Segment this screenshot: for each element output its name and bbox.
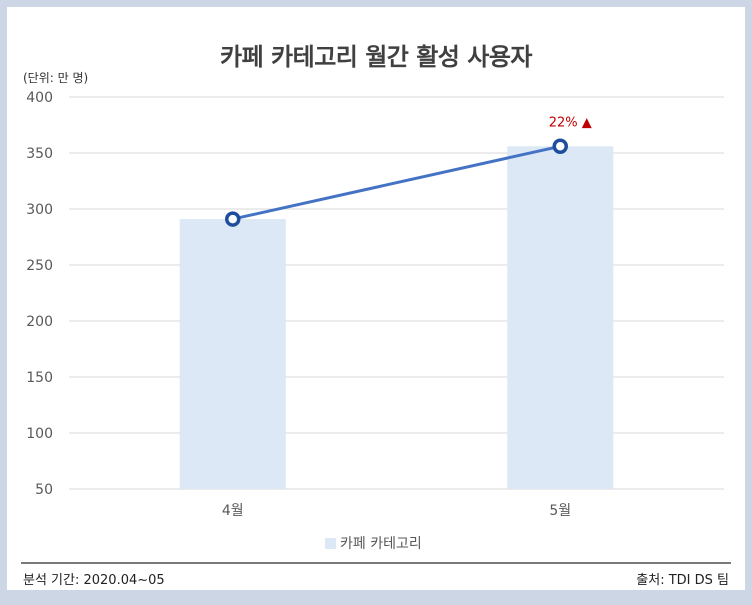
legend-swatch <box>325 537 336 549</box>
chart-card: 카페 카테고리 월간 활성 사용자 (단위: 만 명) 50 100 150 200 2… <box>7 7 745 590</box>
line-point <box>552 138 568 155</box>
x-tick-label: 4월 <box>222 503 244 519</box>
y-tick-label: 350 <box>26 146 53 162</box>
line-point <box>225 211 241 227</box>
y-tick-label: 100 <box>26 426 53 442</box>
series-line <box>232 144 561 221</box>
y-tick-label: 200 <box>26 314 53 330</box>
y-tick-label: 250 <box>26 258 53 274</box>
chart-title: 카페 카테고리 월간 활성 사용자 <box>220 43 532 71</box>
chart-plot: 50 100 150 200 250 300 350 400 4월 5월 22% ▲ <box>26 90 724 519</box>
y-tick-label: 400 <box>26 90 53 106</box>
legend: 카페 카테고리 <box>325 533 422 553</box>
bar <box>179 219 286 489</box>
y-tick-label: 300 <box>26 202 53 218</box>
y-tick-label: 50 <box>35 482 53 498</box>
footer-divider <box>21 562 731 564</box>
source-credit: 출처: TDI DS 팀 <box>636 573 729 588</box>
unit-label: (단위: 만 명) <box>23 71 89 85</box>
growth-annotation: 22% ▲ <box>549 115 592 130</box>
x-tick-label: 5월 <box>549 503 571 519</box>
analysis-period: 분석 기간: 2020.04~05 <box>23 573 165 588</box>
legend-label: 카페 카테고리 <box>340 536 422 552</box>
bar <box>507 146 614 489</box>
y-tick-label: 150 <box>26 370 53 386</box>
